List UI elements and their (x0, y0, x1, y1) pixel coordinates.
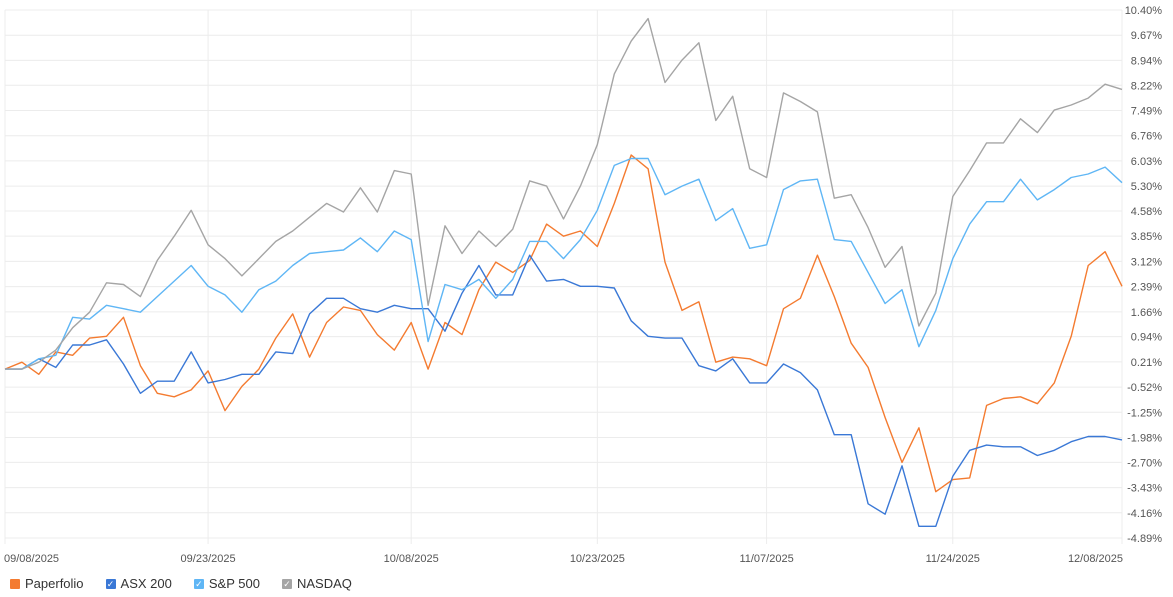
y-tick-label: 5.30% (1131, 181, 1162, 193)
y-tick-label: 3.12% (1131, 256, 1162, 268)
x-tick-label: 10/23/2025 (570, 553, 625, 565)
y-tick-label: 6.76% (1131, 131, 1162, 143)
y-tick-label: -3.43% (1127, 483, 1162, 495)
legend-item-paperfolio[interactable]: Paperfolio (10, 576, 84, 591)
y-tick-label: -0.52% (1127, 382, 1162, 394)
legend-item-asx-200[interactable]: ✓ ASX 200 (105, 576, 172, 591)
y-tick-label: 1.66% (1131, 307, 1162, 319)
chart-series-group (4, 17, 1123, 527)
series-line-nasdaq[interactable] (5, 17, 1123, 370)
chart-legend: Paperfolio ✓ ASX 200 ✓ S&P 500 ✓ NASDAQ (10, 576, 352, 591)
x-axis-ticks: 09/08/2025 09/23/2025 10/08/2025 10/23/2025… (4, 553, 1123, 565)
series-line-paperfolio[interactable] (4, 154, 1123, 493)
legend-label: NASDAQ (296, 576, 352, 591)
y-tick-label: 8.22% (1131, 80, 1162, 92)
y-tick-label: -1.25% (1127, 407, 1162, 419)
x-tick-label: 12/08/2025 (1068, 553, 1123, 565)
y-tick-label: 4.58% (1131, 206, 1162, 218)
y-tick-label: -1.98% (1127, 433, 1162, 445)
y-tick-label: 8.94% (1131, 55, 1162, 67)
y-tick-label: 7.49% (1131, 105, 1162, 117)
chart-grid (4, 9, 1123, 544)
legend-label: S&P 500 (208, 576, 260, 591)
x-tick-label: 11/07/2025 (739, 553, 793, 565)
y-tick-label: 9.67% (1131, 30, 1162, 42)
y-tick-label: -4.89% (1127, 533, 1162, 545)
y-tick-label: 0.94% (1131, 332, 1162, 344)
y-tick-label: 0.21% (1131, 357, 1162, 369)
y-tick-label: -2.70% (1127, 457, 1162, 469)
legend-checkbox-icon[interactable]: ✓ (281, 578, 292, 589)
legend-checkbox-icon[interactable]: ✓ (193, 578, 204, 589)
legend-label: Paperfolio (25, 576, 84, 591)
legend-item-nasdaq[interactable]: ✓ NASDAQ (281, 576, 352, 591)
legend-item-sp-500[interactable]: ✓ S&P 500 (193, 576, 260, 591)
x-tick-label: 09/08/2025 (4, 553, 59, 565)
y-tick-label: -4.16% (1127, 508, 1162, 520)
y-tick-label: 10.40% (1125, 5, 1163, 17)
legend-checkbox-icon[interactable] (10, 578, 20, 589)
y-axis-ticks: 10.40% 9.67% 8.94% 8.22% 7.49% 6.76% 6.03% 5.30… (1125, 5, 1163, 545)
y-tick-label: 6.03% (1131, 156, 1162, 168)
y-tick-label: 2.39% (1131, 282, 1162, 294)
series-line-asx-200[interactable] (5, 254, 1123, 527)
y-tick-label: 3.85% (1131, 231, 1162, 243)
series-line-s-p-500[interactable] (5, 157, 1123, 370)
x-tick-label: 10/08/2025 (384, 553, 439, 565)
x-tick-label: 11/24/2025 (926, 553, 980, 565)
x-tick-label: 09/23/2025 (181, 553, 236, 565)
legend-label: ASX 200 (120, 576, 172, 591)
legend-checkbox-icon[interactable]: ✓ (105, 578, 116, 589)
